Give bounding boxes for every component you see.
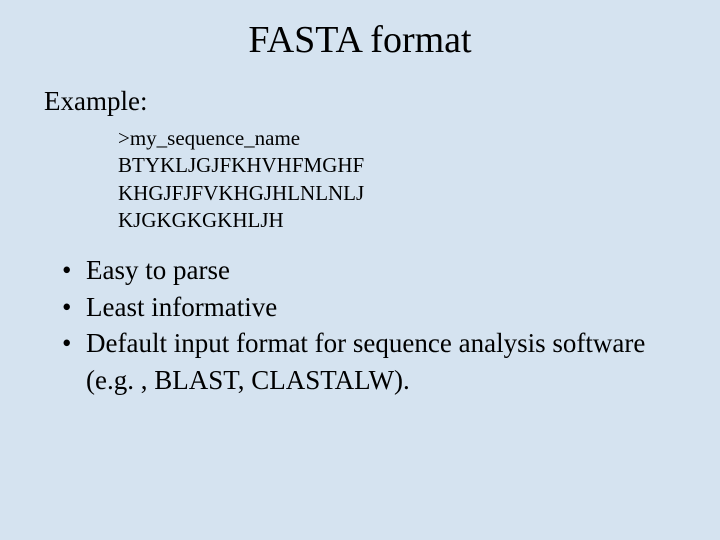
code-line: KHGJFJFVKHGJHLNLNLJ: [118, 180, 680, 207]
slide-title: FASTA format: [40, 18, 680, 62]
bullet-item: Least informative: [62, 289, 680, 325]
example-label: Example:: [44, 86, 680, 117]
slide-container: FASTA format Example: >my_sequence_name …: [0, 0, 720, 540]
code-line: KJGKGKGKHLJH: [118, 207, 680, 234]
code-line: >my_sequence_name: [118, 125, 680, 152]
bullet-list: Easy to parse Least informative Default …: [62, 252, 680, 398]
code-line: BTYKLJGJFKHVHFMGHF: [118, 152, 680, 179]
bullet-item: Default input format for sequence analys…: [62, 325, 680, 398]
code-block: >my_sequence_name BTYKLJGJFKHVHFMGHF KHG…: [118, 125, 680, 234]
bullet-item: Easy to parse: [62, 252, 680, 288]
